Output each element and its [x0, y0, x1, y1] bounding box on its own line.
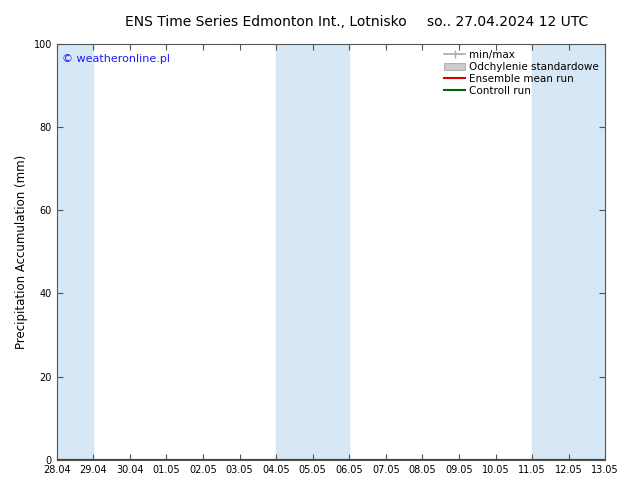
- Bar: [276, 44, 349, 460]
- Text: so.. 27.04.2024 12 UTC: so.. 27.04.2024 12 UTC: [427, 15, 588, 29]
- Bar: [57, 44, 93, 460]
- Text: © weatheronline.pl: © weatheronline.pl: [62, 54, 171, 64]
- Bar: [532, 44, 605, 460]
- Y-axis label: Precipitation Accumulation (mm): Precipitation Accumulation (mm): [15, 155, 28, 349]
- Text: ENS Time Series Edmonton Int., Lotnisko: ENS Time Series Edmonton Int., Lotnisko: [126, 15, 407, 29]
- Legend: min/max, Odchylenie standardowe, Ensemble mean run, Controll run: min/max, Odchylenie standardowe, Ensembl…: [441, 47, 602, 99]
